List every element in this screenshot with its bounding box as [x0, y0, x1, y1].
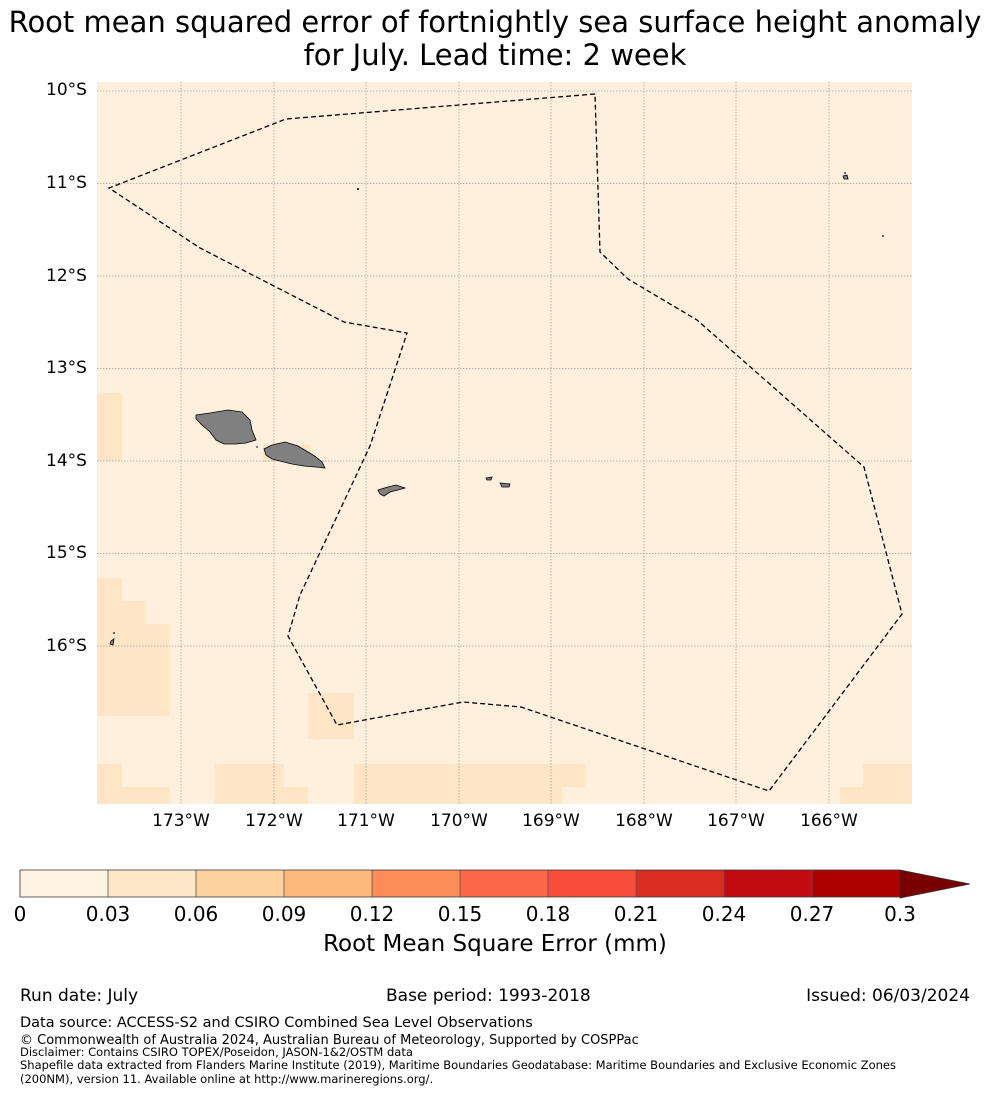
lat-label: 11°S: [46, 173, 87, 193]
swains-island: [842, 174, 849, 180]
colorbar-extend-arrow: [899, 869, 971, 899]
lat-label: 16°S: [46, 636, 87, 656]
islet-dots: [113, 172, 884, 634]
data-source: Data source: ACCESS-S2 and CSIRO Combine…: [20, 1015, 533, 1031]
lon-label: 167°W: [707, 811, 765, 831]
lon-label: 173°W: [152, 811, 210, 831]
colorbar-tick: 0.09: [261, 902, 307, 926]
colorbar-tick: 0.21: [613, 902, 659, 926]
colorbar-tick: 0.24: [701, 902, 747, 926]
lat-label: 10°S: [46, 80, 87, 100]
islands: [109, 174, 849, 646]
tau-island: [499, 482, 511, 488]
colorbar-tick: 0.27: [789, 902, 835, 926]
lon-label: 170°W: [430, 811, 488, 831]
rmse-patches: [97, 393, 912, 804]
map-title-line-2: for July. Lead time: 2 week: [303, 38, 687, 72]
shapefile-credit-line-2: (200NM), version 11. Available online at…: [20, 1072, 434, 1086]
gridlines: [97, 82, 912, 804]
colorbar-label: Root Mean Square Error (mm): [323, 931, 667, 957]
rmse-field: [97, 82, 912, 804]
colorbar-tick: 0: [13, 902, 27, 926]
upolu-island: [263, 441, 326, 469]
colorbar-tick: 0.03: [85, 902, 131, 926]
run-date: Run date: July: [20, 986, 139, 1006]
lat-label: 15°S: [46, 543, 87, 563]
lat-label: 12°S: [46, 266, 87, 286]
colorbar-tick: 0.06: [173, 902, 219, 926]
issued-date: Issued: 06/03/2024: [806, 986, 970, 1006]
copyright-note: © Commonwealth of Australia 2024, Austra…: [20, 1033, 639, 1048]
eez-boundary: [107, 93, 903, 792]
map-title-line-1: Root mean squared error of fortnightly s…: [8, 5, 982, 39]
lon-label: 166°W: [800, 811, 858, 831]
colorbar: [19, 869, 971, 899]
lon-label: 172°W: [245, 811, 303, 831]
base-period: Base period: 1993-2018: [386, 986, 591, 1006]
lat-label: 13°S: [46, 358, 87, 378]
lon-label: 171°W: [337, 811, 395, 831]
tutuila-island: [377, 484, 407, 497]
lon-label: 169°W: [522, 811, 580, 831]
colorbar-tick: 0.18: [525, 902, 571, 926]
disclaimer: Disclaimer: Contains CSIRO TOPEX/Poseido…: [20, 1045, 413, 1059]
savaii-island: [195, 409, 257, 445]
lon-label: 168°W: [615, 811, 673, 831]
colorbar-tick: 0.12: [349, 902, 395, 926]
shapefile-credit-line-1: Shapefile data extracted from Flanders M…: [20, 1058, 896, 1072]
small-islet-west: [109, 638, 115, 646]
colorbar-tick: 0.3: [884, 902, 916, 926]
colorbar-tick: 0.15: [437, 902, 483, 926]
ofu-olosega-island: [485, 476, 493, 481]
lat-label: 14°S: [46, 451, 87, 471]
